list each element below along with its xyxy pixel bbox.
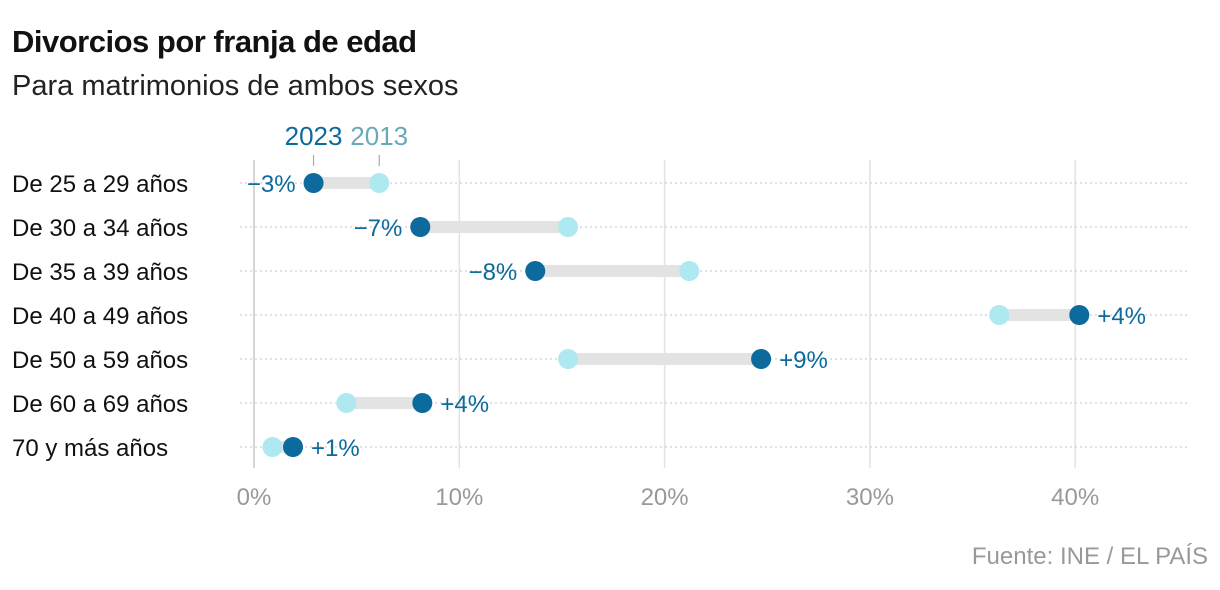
- x-tick-label: 0%: [237, 484, 272, 511]
- legend-2023: 2023: [285, 121, 343, 151]
- point-2013: [558, 349, 579, 369]
- category-label: 70 y más años: [12, 435, 168, 462]
- x-tick-label: 40%: [1051, 484, 1099, 511]
- change-label: −8%: [469, 259, 518, 286]
- category-label: De 30 a 34 años: [12, 215, 188, 242]
- change-label: −3%: [247, 171, 296, 198]
- point-2013: [558, 217, 579, 237]
- change-label: +1%: [311, 435, 360, 462]
- change-label: +4%: [440, 391, 489, 418]
- x-tick-label: 10%: [435, 484, 483, 511]
- category-label: De 60 a 69 años: [12, 391, 188, 418]
- chart-title: Divorcios por franja de edad: [12, 24, 417, 59]
- change-label: −7%: [354, 215, 403, 242]
- category-label: De 25 a 29 años: [12, 171, 188, 198]
- x-tick-label: 20%: [641, 484, 689, 511]
- source-note: Fuente: INE / EL PAÍS: [971, 543, 1208, 570]
- point-2023: [283, 437, 304, 457]
- point-2023: [525, 261, 546, 281]
- x-tick-label: 30%: [846, 484, 894, 511]
- category-label: De 35 a 39 años: [12, 259, 188, 286]
- point-2023: [1069, 305, 1090, 325]
- point-2023: [751, 349, 772, 369]
- point-2013: [989, 305, 1010, 325]
- point-2023: [412, 393, 433, 413]
- point-2013: [369, 173, 390, 193]
- point-2013: [679, 261, 700, 281]
- point-2013: [336, 393, 357, 413]
- point-2013: [262, 437, 283, 457]
- point-2023: [303, 173, 324, 193]
- legend-2013: 2013: [350, 121, 408, 151]
- point-2023: [410, 217, 431, 237]
- change-label: +9%: [779, 347, 828, 374]
- chart-subtitle: Para matrimonios de ambos sexos: [12, 70, 459, 102]
- change-label: +4%: [1097, 303, 1146, 330]
- category-label: De 40 a 49 años: [12, 303, 188, 330]
- category-label: De 50 a 59 años: [12, 347, 188, 374]
